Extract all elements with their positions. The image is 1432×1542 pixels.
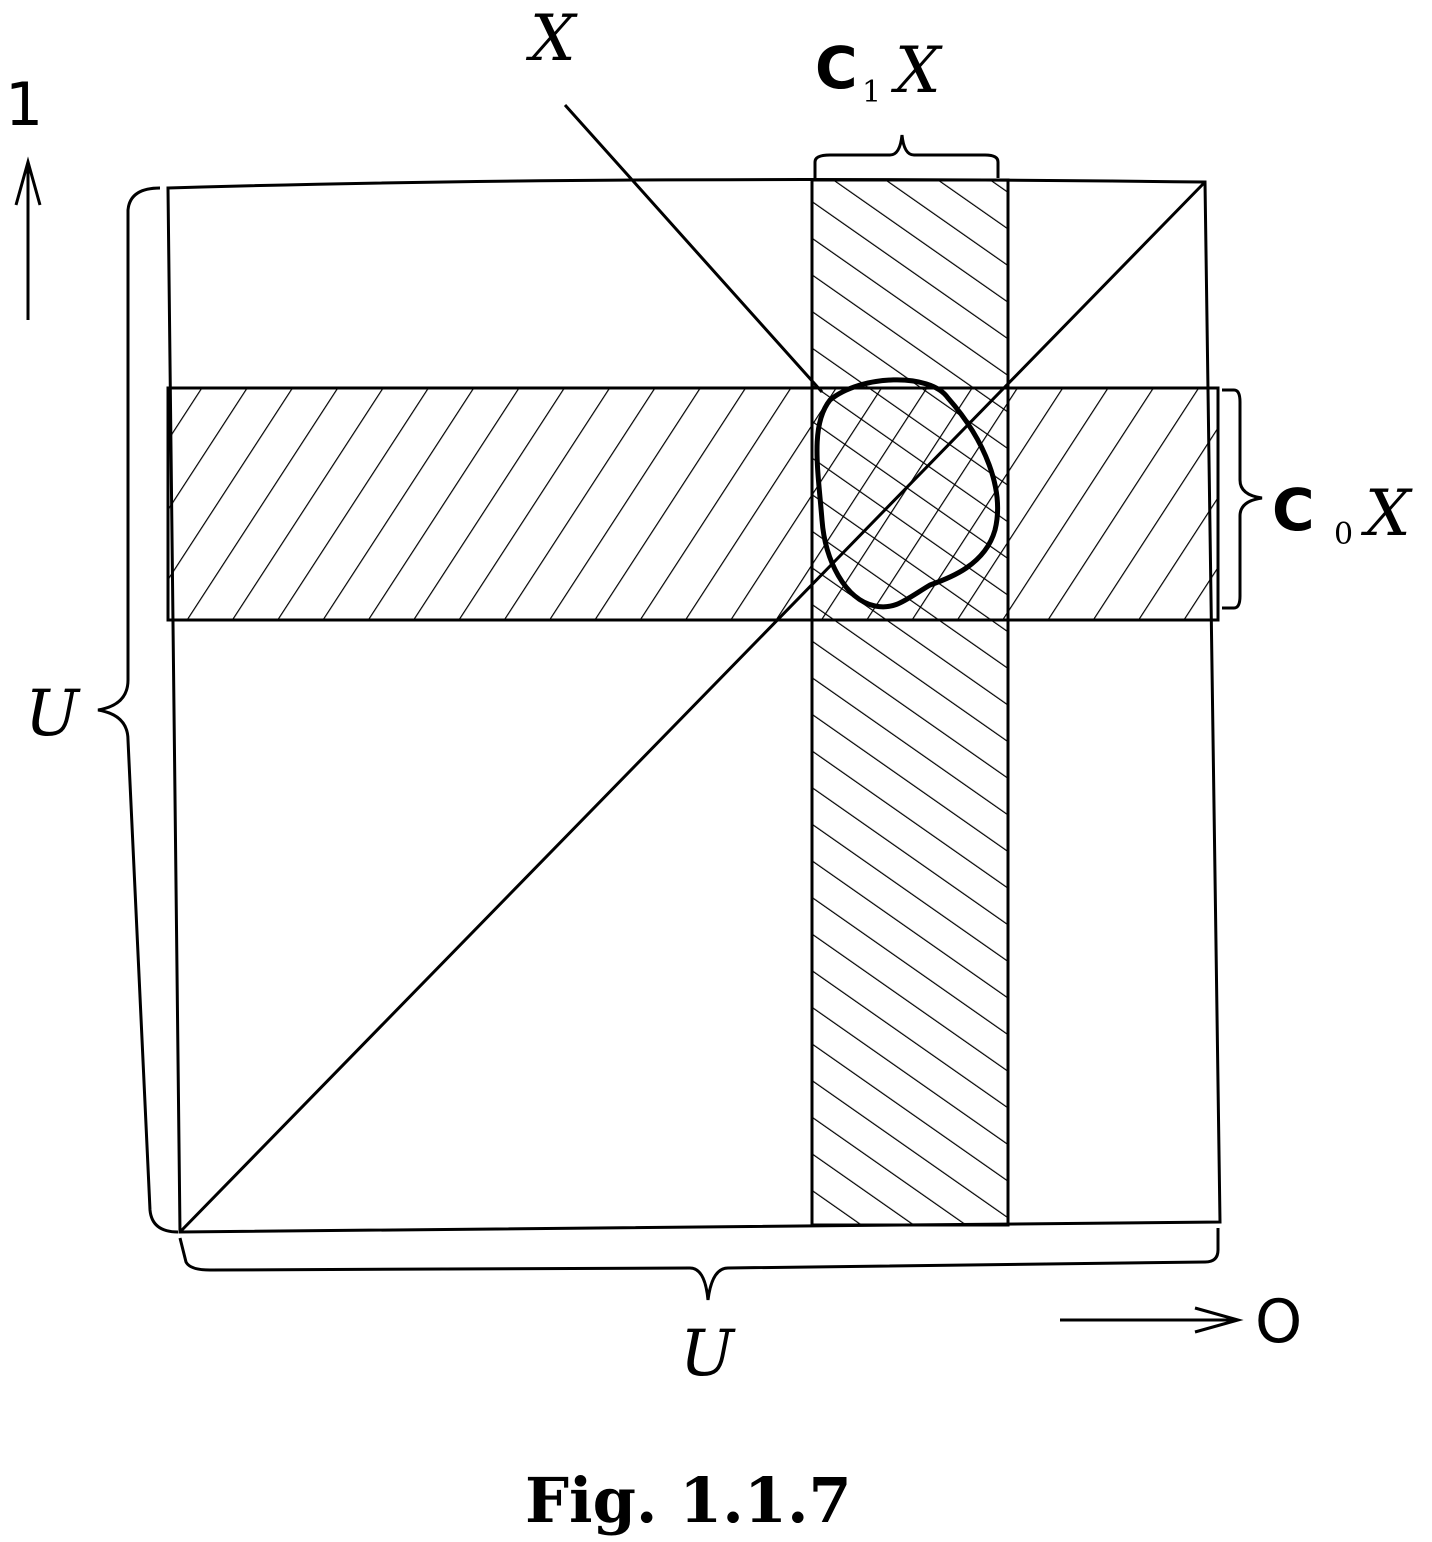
x-leader-line (563, 103, 824, 394)
axis-right-arrow (1060, 1306, 1244, 1334)
svg-text:C: C (815, 34, 858, 102)
svg-text:X: X (1360, 477, 1413, 551)
outer-square (166, 178, 1222, 1234)
diagonal-line (178, 180, 1207, 1234)
label-c1x: C 1 X (815, 34, 943, 110)
label-axis-right: O (1255, 1287, 1302, 1357)
brace-c1x (813, 134, 1000, 178)
svg-text:0: 0 (1334, 517, 1353, 552)
label-u-left: U (25, 677, 81, 751)
set-x-blob (814, 377, 1001, 610)
horizontal-band-c0x (166, 386, 1220, 622)
svg-text:X: X (890, 34, 943, 108)
brace-u-bottom (178, 1228, 1220, 1301)
brace-c0x (1222, 388, 1263, 610)
svg-text:1: 1 (862, 75, 881, 110)
axis-up-arrow (14, 156, 42, 320)
brace-u-left (97, 186, 179, 1234)
label-x: X (525, 2, 578, 76)
vertical-band-c1x (810, 178, 1010, 1227)
figure-caption: Fig. 1.1.7 (525, 1464, 852, 1537)
label-u-bottom: U (680, 1317, 736, 1391)
svg-text:C: C (1272, 476, 1315, 544)
label-c0x: C 0 X (1272, 476, 1413, 552)
label-axis-up: 1 (5, 70, 43, 140)
